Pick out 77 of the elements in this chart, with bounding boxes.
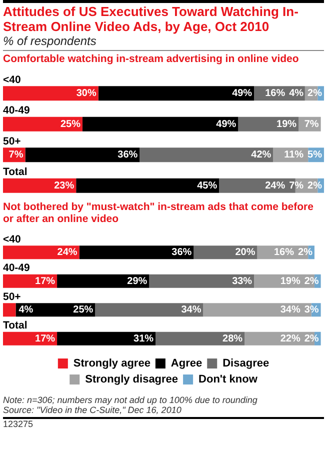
data-label: 17% <box>35 276 56 287</box>
data-label: 23% <box>54 180 74 192</box>
bar <box>95 303 204 317</box>
data-label: 42% <box>251 150 272 161</box>
bar <box>3 86 98 101</box>
data-label: 20% <box>235 247 256 258</box>
bar <box>57 274 150 288</box>
category-label: 40-49 <box>3 104 30 117</box>
category-label: 50+ <box>3 135 21 148</box>
bar <box>194 246 258 260</box>
bar <box>79 246 194 260</box>
bar <box>25 148 140 162</box>
data-label: 7% <box>8 150 24 161</box>
data-label: 24% <box>57 247 78 258</box>
data-label: 49% <box>216 118 236 130</box>
data-label: 25% <box>73 304 94 316</box>
category-label: <40 <box>3 74 21 86</box>
chart-title: Not bothered by "must-watch" in-stream ads that come before or after an online video <box>3 201 314 225</box>
legend-label: Strongly disagree <box>85 374 178 386</box>
bar <box>3 116 82 132</box>
category-label: 40-49 <box>3 262 30 274</box>
data-label: 31% <box>134 333 154 344</box>
category-label: Total <box>3 320 28 332</box>
category-label: Total <box>3 166 28 178</box>
data-label: 36% <box>118 150 138 161</box>
annotation: Comfortable watching in-stream advertising in online video <box>3 53 300 65</box>
data-label: 24% <box>265 180 286 192</box>
data-label: 33% <box>232 276 252 287</box>
bar <box>140 148 274 162</box>
text: Note: n=306; numbers may not add up to 100% due to rounding <box>3 395 258 405</box>
data-label: 4% <box>289 88 304 100</box>
category-label: <40 <box>3 233 21 246</box>
bar <box>3 303 16 317</box>
data-label: 3% <box>304 304 319 316</box>
source-note: Source: "Video in the C-Suite," Dec 16, 2010 <box>3 405 182 415</box>
data-label: 16% <box>274 247 294 258</box>
bar <box>98 86 254 101</box>
data-label: 16% <box>265 88 286 100</box>
legend-label: Agree <box>170 358 202 370</box>
chart-title: Attitudes of US Executives Toward Watching In-Stream Online Video Ads, by Age, Oct 2010 <box>3 0 324 34</box>
data-label: 36% <box>172 247 192 258</box>
bar <box>156 332 245 346</box>
bar <box>238 116 299 132</box>
data-label: 49% <box>232 88 252 100</box>
category-label: 50+ <box>3 290 21 303</box>
bar <box>76 178 220 193</box>
data-label: 7% <box>304 118 319 130</box>
data-label: 29% <box>127 276 148 287</box>
data-label: 2% <box>304 276 319 287</box>
data-label: 34% <box>280 304 300 316</box>
data-label: 7% <box>289 180 304 192</box>
data-label: 2% <box>308 180 322 192</box>
data-label: 2% <box>304 333 319 344</box>
data-label: 4% <box>18 304 34 316</box>
bar <box>149 274 254 288</box>
data-label: 45% <box>197 180 218 192</box>
legend-label: Strongly agree <box>73 358 150 370</box>
data-label: 2% <box>308 88 322 100</box>
legend-label: Disagree <box>222 358 270 370</box>
text: 123275 <box>3 417 324 429</box>
legend-label: Don't know <box>198 374 258 386</box>
data-label: 17% <box>35 333 56 344</box>
bar <box>3 246 80 260</box>
data-label: 34% <box>181 304 202 316</box>
data-label: 5% <box>308 150 322 161</box>
data-label: 19% <box>280 276 300 287</box>
data-label: 30% <box>76 88 96 100</box>
data-label: 11% <box>284 150 304 161</box>
data-label: 2% <box>298 247 313 258</box>
bar <box>82 116 238 132</box>
data-label: 25% <box>60 118 81 130</box>
bar <box>57 332 156 346</box>
bar <box>3 178 76 193</box>
chart-subtitle: % of respondents <box>3 34 324 51</box>
data-label: 19% <box>276 118 297 130</box>
data-label: 22% <box>280 333 300 344</box>
data-label: 28% <box>222 333 243 344</box>
